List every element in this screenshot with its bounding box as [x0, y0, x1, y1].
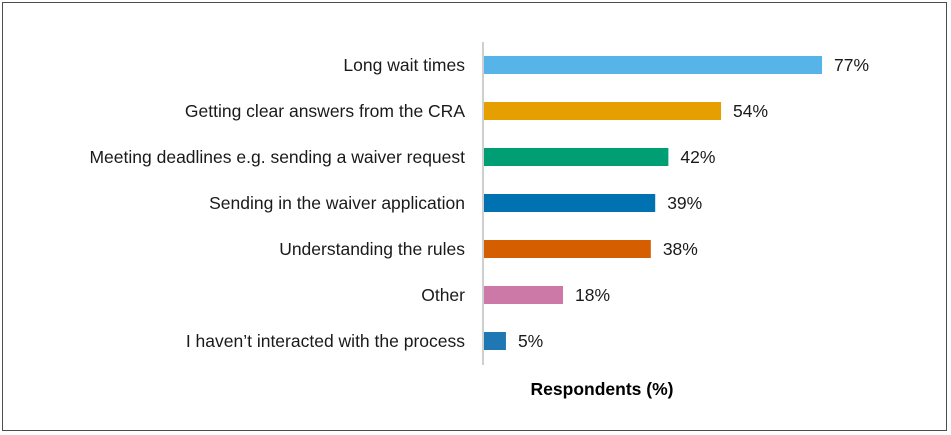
- value-label: 77%: [834, 55, 869, 75]
- bar: [484, 332, 506, 350]
- value-label: 18%: [575, 285, 610, 305]
- category-label: Sending in the waiver application: [209, 193, 465, 213]
- category-label: Meeting deadlines e.g. sending a waiver …: [89, 147, 465, 167]
- value-label: 38%: [663, 239, 698, 259]
- category-label: Other: [421, 285, 465, 305]
- bar: [484, 286, 564, 304]
- category-label: Understanding the rules: [279, 239, 465, 259]
- bar: [484, 194, 656, 212]
- bar: [484, 56, 823, 74]
- value-label: 5%: [518, 331, 543, 351]
- value-label: 42%: [680, 147, 715, 167]
- category-label: I haven’t interacted with the process: [186, 331, 465, 351]
- value-label: 54%: [733, 101, 768, 121]
- bar: [484, 240, 651, 258]
- bar: [484, 148, 669, 166]
- category-label: Long wait times: [343, 55, 465, 75]
- bars-layer: Long wait times 77% Getting clear answers …: [89, 55, 869, 351]
- value-label: 39%: [667, 193, 702, 213]
- category-label: Getting clear answers from the CRA: [185, 101, 465, 121]
- x-axis-title: Respondents (%): [531, 379, 674, 399]
- bar: [484, 102, 722, 120]
